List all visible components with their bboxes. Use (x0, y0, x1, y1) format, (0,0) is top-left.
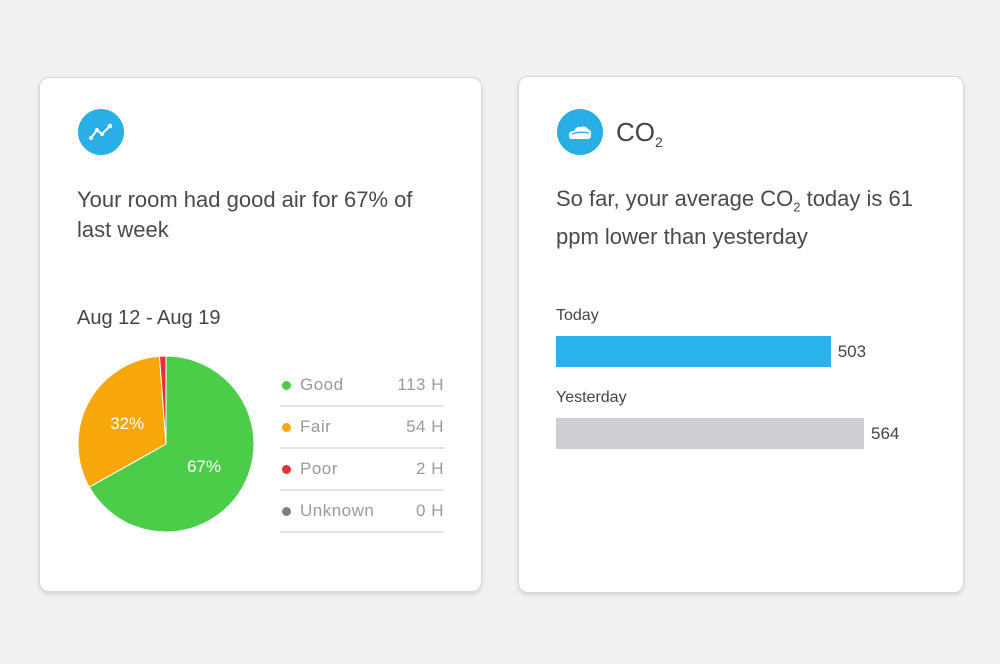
legend-dot-icon (282, 464, 291, 474)
legend-item-fair: Fair 54 H (280, 407, 444, 449)
legend-label: Fair (300, 417, 332, 436)
bar-today (556, 336, 831, 367)
bar-label-today: Today (556, 307, 599, 324)
pie-slice-poor (158, 355, 167, 445)
legend-item-good: Good 113 H (280, 365, 444, 407)
date-range: Aug 12 - Aug 19 (77, 307, 221, 329)
legend-value: 2 H (416, 459, 444, 478)
headline: So far, your average CO2 today is 61 ppm… (556, 186, 913, 250)
pie-slice-fair (77, 355, 167, 488)
headline: Your room had good air for 67% of last w… (77, 187, 413, 242)
bar-value-yesterday: 564 (871, 424, 900, 443)
legend-dot-icon (282, 422, 291, 432)
legend: Good 113 H Fair 54 H Poor 2 H Unknown 0 H (280, 365, 444, 533)
bar-label-yesterday: Yesterday (556, 389, 627, 406)
legend-label: Unknown (300, 501, 375, 520)
co2-title: CO2 (616, 117, 663, 151)
pie-chart: 67% 32% (77, 355, 255, 533)
co2-card: CO2 So far, your average CO2 today is 61… (518, 76, 964, 593)
cloud-icon (557, 109, 603, 155)
pie-slice-good (88, 355, 255, 533)
legend-value: 113 H (397, 375, 444, 394)
bar-yesterday (556, 418, 864, 449)
legend-dot-icon (282, 380, 291, 390)
legend-label: Good (300, 375, 344, 394)
legend-value: 0 H (416, 501, 444, 520)
trend-line-icon (78, 109, 124, 155)
air-quality-card: Your room had good air for 67% of last w… (39, 77, 482, 592)
bar-value-today: 503 (837, 342, 867, 361)
legend-item-unknown: Unknown 0 H (280, 491, 444, 533)
pie-label-fair: 32% (110, 414, 144, 433)
legend-value: 54 H (406, 417, 444, 436)
legend-label: Poor (300, 459, 338, 478)
pie-label-good: 67% (187, 457, 221, 476)
legend-item-poor: Poor 2 H (280, 449, 444, 491)
legend-dot-icon (282, 506, 291, 516)
